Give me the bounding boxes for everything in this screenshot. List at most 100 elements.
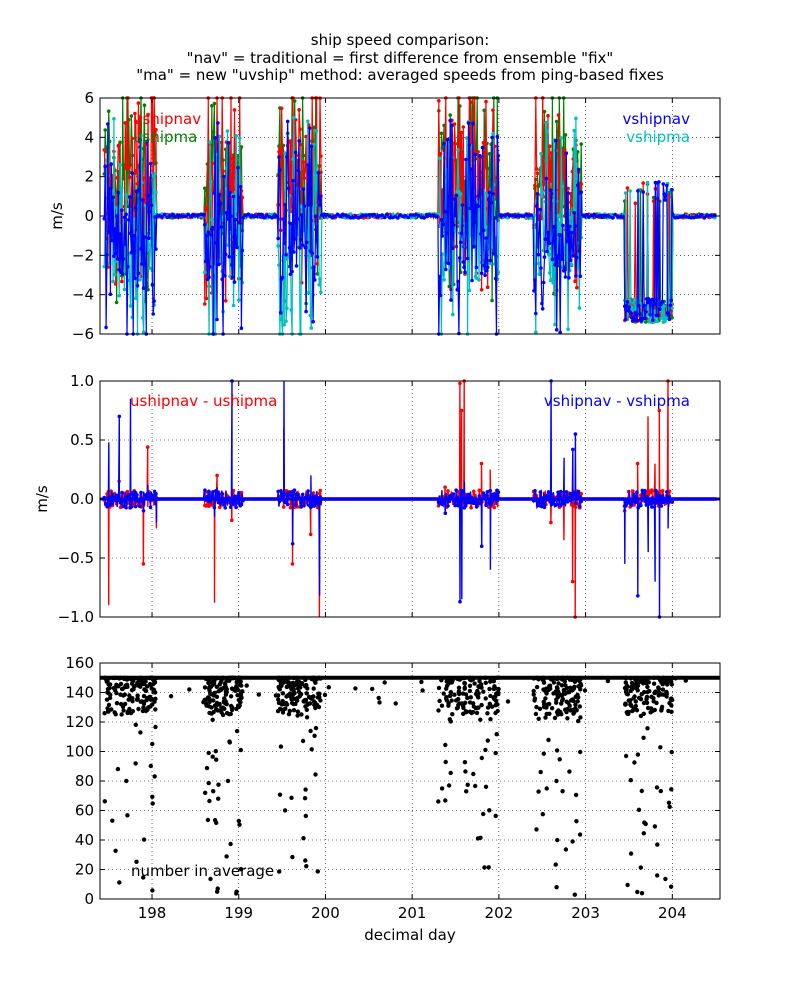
data-point (220, 277, 224, 282)
data-point (146, 112, 150, 117)
data-point (129, 505, 134, 509)
data-point (228, 841, 233, 847)
data-point (576, 718, 581, 724)
data-point (303, 858, 308, 863)
data-point (621, 215, 625, 219)
data-point (218, 505, 222, 510)
data-point (551, 280, 555, 285)
data-point (113, 712, 118, 717)
data-point (459, 231, 464, 236)
data-point (654, 785, 660, 790)
data-point (633, 699, 638, 704)
data-point (207, 688, 212, 693)
data-point (303, 787, 308, 792)
data-point (489, 501, 494, 506)
data-point (104, 325, 108, 330)
data-point (138, 115, 142, 119)
data-point (280, 275, 285, 280)
data-point (478, 501, 483, 506)
data-point (153, 172, 157, 176)
data-point (154, 247, 158, 251)
data-point (540, 190, 545, 194)
data-point (550, 277, 555, 282)
data-point (141, 286, 146, 291)
data-point (629, 311, 633, 316)
data-point (565, 690, 570, 695)
data-point (450, 123, 454, 128)
data-point (136, 683, 141, 688)
data-point (575, 255, 579, 260)
data-point (150, 282, 155, 287)
data-point (651, 195, 656, 200)
data-point (436, 799, 441, 804)
data-point (338, 214, 342, 218)
data-point (597, 213, 602, 218)
data-point (660, 299, 665, 304)
data-point (316, 704, 322, 710)
y-tick-label: −1.0 (58, 608, 94, 626)
data-point (474, 265, 479, 270)
data-point (325, 212, 329, 217)
data-point (319, 154, 323, 158)
data-point (289, 795, 294, 800)
y-tick-label: 80 (75, 772, 94, 790)
y-tick-label: 4 (84, 128, 94, 146)
data-point (388, 216, 392, 220)
data-point (451, 312, 455, 317)
data-point (291, 708, 297, 713)
data-point (300, 243, 305, 247)
data-point (207, 489, 211, 494)
data-point (552, 224, 556, 229)
data-point (659, 708, 664, 713)
data-point (303, 813, 308, 819)
data-point (207, 699, 212, 705)
data-point (424, 213, 429, 217)
data-point (449, 298, 453, 302)
data-point (103, 501, 108, 506)
data-point (212, 191, 217, 195)
data-point (623, 317, 628, 322)
data-point (113, 227, 117, 231)
data-point (204, 504, 208, 508)
data-point (237, 822, 242, 827)
data-point (370, 686, 375, 692)
data-point (456, 702, 461, 708)
data-point (279, 489, 283, 493)
data-point (120, 186, 124, 190)
data-point (216, 262, 221, 267)
data-point (482, 865, 487, 870)
data-point (125, 489, 130, 494)
data-point (632, 297, 637, 302)
data-point (483, 191, 487, 195)
data-point (224, 211, 229, 215)
data-point (650, 488, 654, 493)
panel-count-annotation: number in average (131, 862, 274, 880)
data-point (556, 253, 561, 258)
legend-ushipma: ushipma (133, 128, 197, 146)
data-point (484, 225, 488, 229)
data-point (294, 503, 298, 507)
data-point (569, 262, 574, 267)
data-point (113, 684, 119, 689)
data-point (133, 276, 137, 281)
data-point (146, 287, 150, 292)
data-point (282, 677, 288, 682)
data-point (123, 121, 128, 125)
data-point (299, 142, 303, 147)
data-point (488, 258, 493, 263)
data-point (545, 493, 549, 498)
data-point (652, 707, 657, 713)
panel-difference-ylabel: m/s (33, 485, 51, 513)
data-point (203, 302, 207, 306)
data-point (579, 182, 583, 186)
data-point (651, 297, 656, 302)
data-point (449, 680, 455, 685)
y-tick-label: 0.0 (70, 490, 94, 508)
data-point (348, 216, 353, 220)
data-point (210, 717, 215, 722)
data-point (486, 197, 491, 202)
data-point (456, 696, 461, 702)
data-point (613, 212, 617, 217)
data-point (488, 678, 493, 684)
data-point (211, 693, 216, 698)
